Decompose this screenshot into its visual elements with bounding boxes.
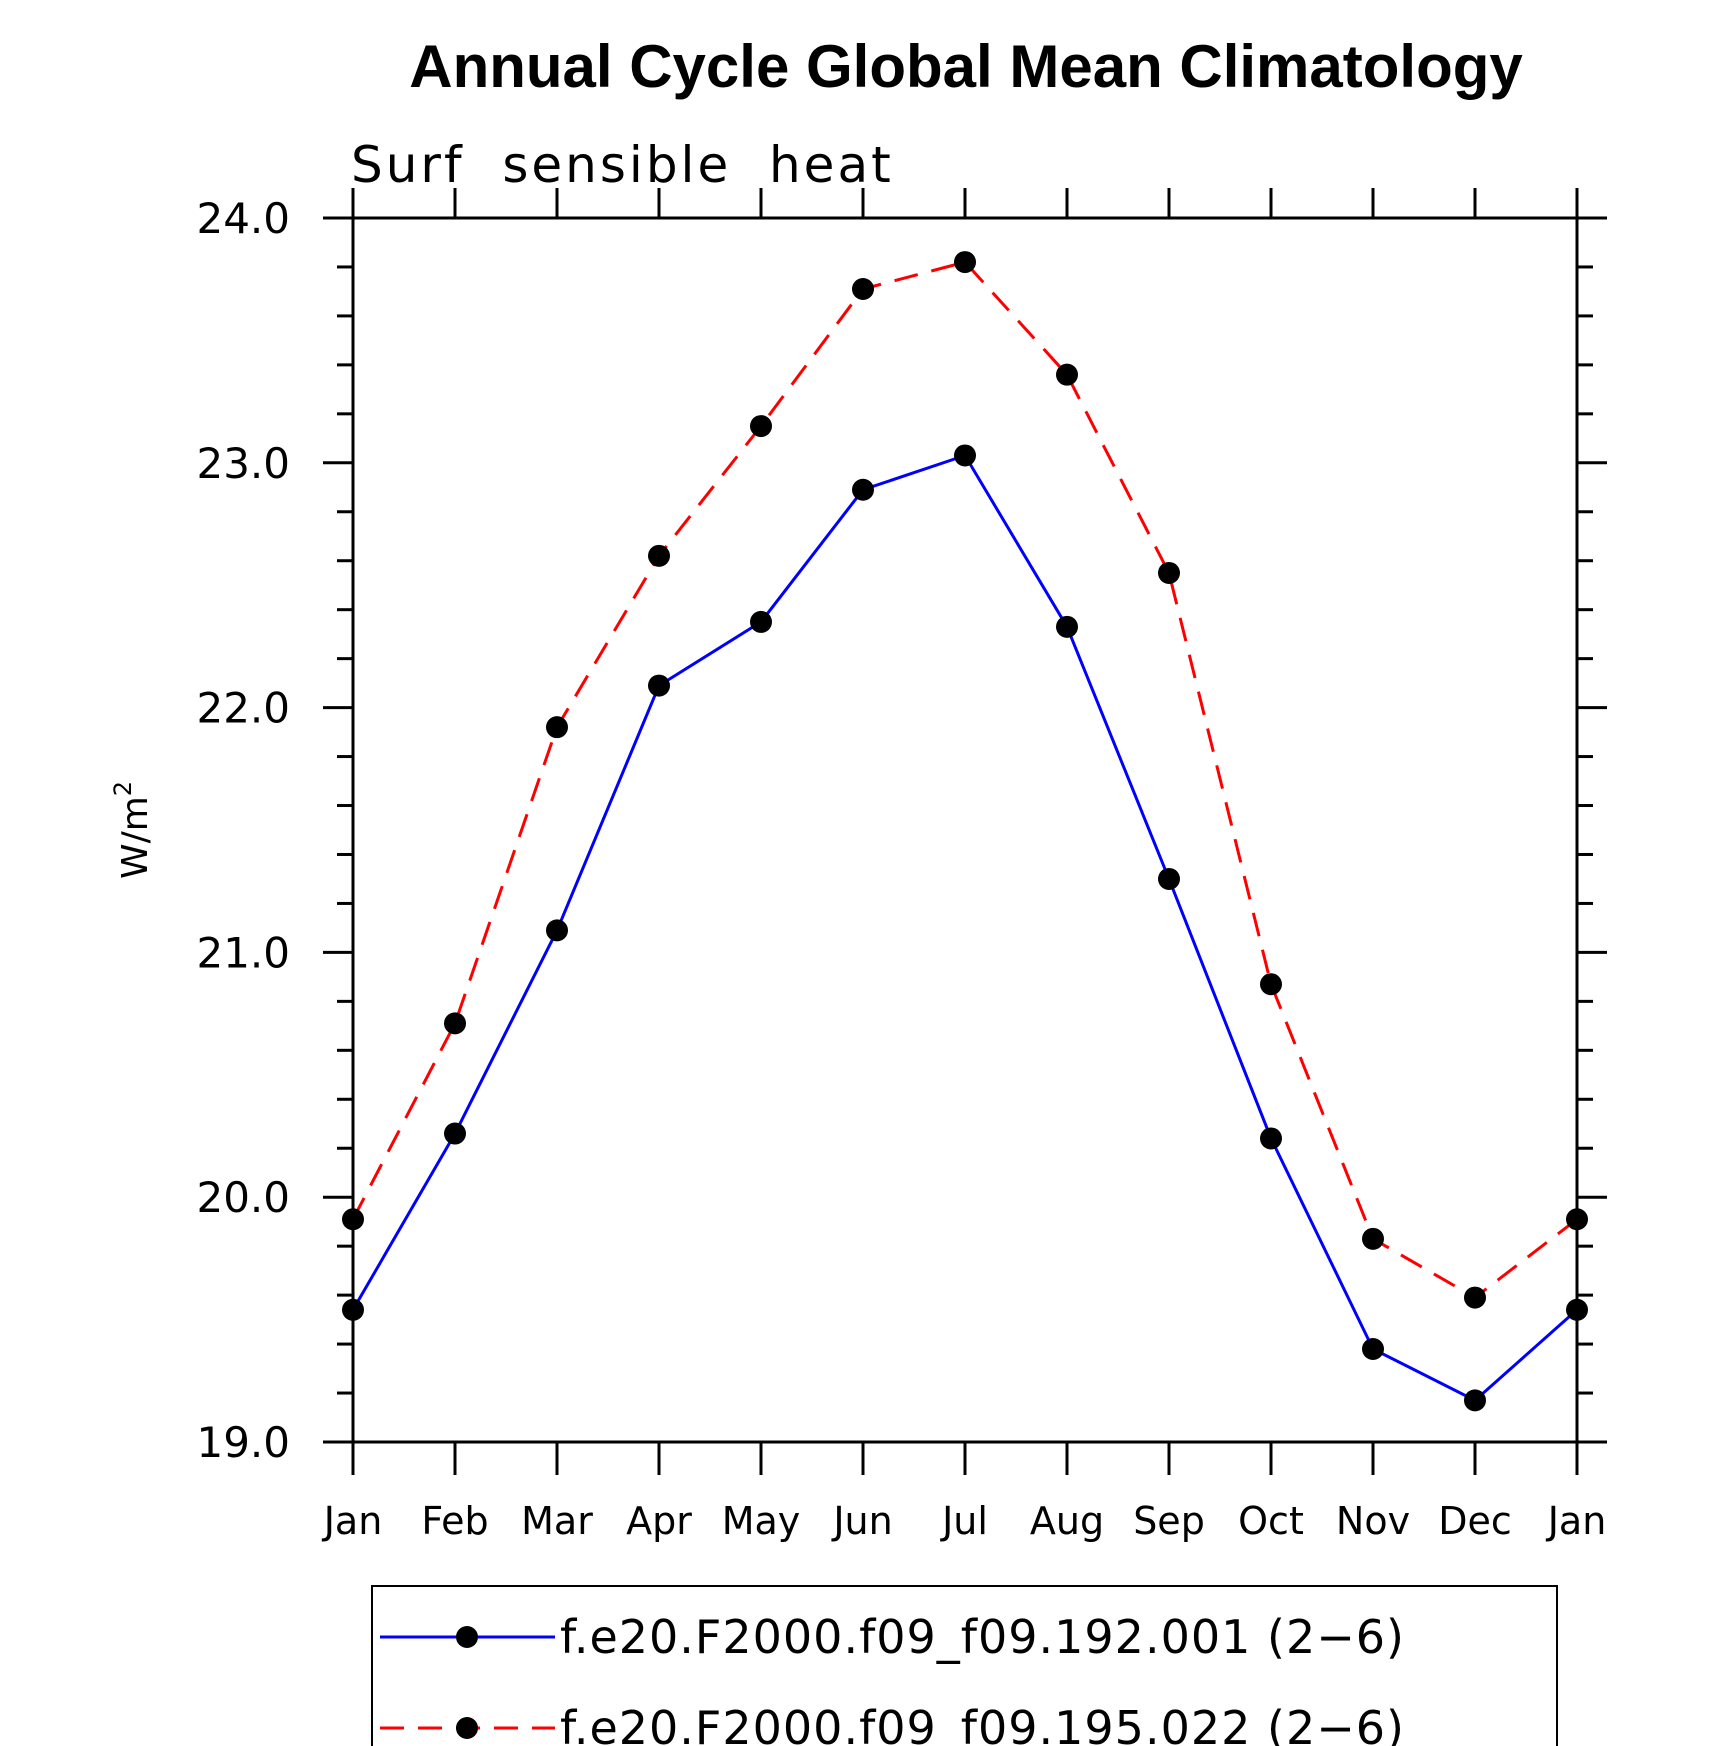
data-point-series-1 bbox=[546, 919, 568, 942]
y-tick-label: 19.0 bbox=[196, 1418, 290, 1467]
x-tick-label: Jun bbox=[831, 1499, 892, 1543]
series-line-1 bbox=[351, 454, 1578, 1402]
data-point-series-2 bbox=[1464, 1286, 1486, 1309]
x-tick-label: Apr bbox=[626, 1499, 692, 1543]
data-point-series-1 bbox=[648, 674, 670, 697]
legend-box bbox=[371, 1585, 1558, 1746]
x-tick-label: Oct bbox=[1238, 1499, 1304, 1543]
data-point-series-1 bbox=[750, 610, 772, 633]
x-tick-label: Mar bbox=[521, 1499, 593, 1543]
legend-label-series-2: f.e20.F2000.f09_f09.195.022 (2−6) bbox=[560, 1701, 1405, 1746]
data-point-series-2 bbox=[954, 251, 976, 274]
y-axis-label: W/m2 bbox=[109, 781, 156, 879]
data-point-series-2 bbox=[1056, 363, 1078, 386]
x-tick-label: Sep bbox=[1133, 1499, 1205, 1543]
data-point-series-1 bbox=[954, 444, 976, 467]
chart-subtitle: Surf sensible heat bbox=[351, 136, 894, 194]
data-point-series-1 bbox=[1362, 1337, 1384, 1360]
x-tick-label: Jul bbox=[940, 1499, 988, 1543]
y-axis-label-text: W/m bbox=[115, 796, 156, 879]
legend-marker-series-1 bbox=[456, 1626, 478, 1648]
x-tick-label: Jan bbox=[322, 1499, 383, 1543]
x-tick-label: Feb bbox=[421, 1499, 488, 1543]
data-point-series-1 bbox=[1158, 867, 1180, 890]
legend: f.e20.F2000.f09_f09.192.001 (2−6) f.e20.… bbox=[371, 1585, 1558, 1746]
data-point-series-2 bbox=[750, 415, 772, 438]
legend-marker-series-2 bbox=[456, 1717, 478, 1739]
data-point-series-2 bbox=[1260, 973, 1282, 996]
y-tick-labels: 19.0 20.0 21.0 22.0 23.0 24.0 bbox=[196, 194, 290, 1467]
data-point-series-1 bbox=[1056, 615, 1078, 638]
data-point-series-2 bbox=[648, 544, 670, 567]
y-tick-label: 24.0 bbox=[196, 194, 290, 243]
data-point-series-2 bbox=[546, 716, 568, 739]
x-tick-label: Nov bbox=[1336, 1499, 1410, 1543]
data-point-series-2 bbox=[1362, 1227, 1384, 1250]
data-point-series-1 bbox=[852, 478, 874, 501]
legend-label-series-1: f.e20.F2000.f09_f09.192.001 (2−6) bbox=[560, 1610, 1405, 1664]
y-tick-label: 23.0 bbox=[196, 439, 290, 488]
svg-text:W/m2: W/m2 bbox=[109, 781, 156, 879]
y-tick-label: 21.0 bbox=[196, 928, 290, 977]
x-tick-label: May bbox=[722, 1499, 801, 1543]
data-point-series-1 bbox=[1464, 1389, 1486, 1412]
x-tick-label: Jan bbox=[1546, 1499, 1607, 1543]
data-point-series-2 bbox=[444, 1012, 466, 1035]
y-axis-label-superscript: 2 bbox=[109, 781, 137, 796]
y-tick-label: 22.0 bbox=[196, 684, 290, 733]
chart-title: Annual Cycle Global Mean Climatology bbox=[409, 33, 1523, 100]
data-point-series-2 bbox=[1158, 561, 1180, 584]
data-point-series-1 bbox=[444, 1122, 466, 1145]
plot-frame bbox=[351, 216, 1579, 1444]
x-tick-label: Aug bbox=[1030, 1499, 1104, 1543]
x-tick-label: Dec bbox=[1438, 1499, 1512, 1543]
series-layer bbox=[342, 251, 1588, 1412]
series-line-2 bbox=[351, 260, 1578, 1300]
axis-ticks bbox=[323, 188, 1607, 1475]
y-tick-label: 20.0 bbox=[196, 1173, 290, 1222]
data-point-series-1 bbox=[1260, 1127, 1282, 1150]
data-point-series-2 bbox=[852, 277, 874, 300]
x-tick-labels: Jan Feb Mar Apr May Jun Jul Aug Sep Oct Nov Dec Jan bbox=[322, 1499, 1607, 1543]
